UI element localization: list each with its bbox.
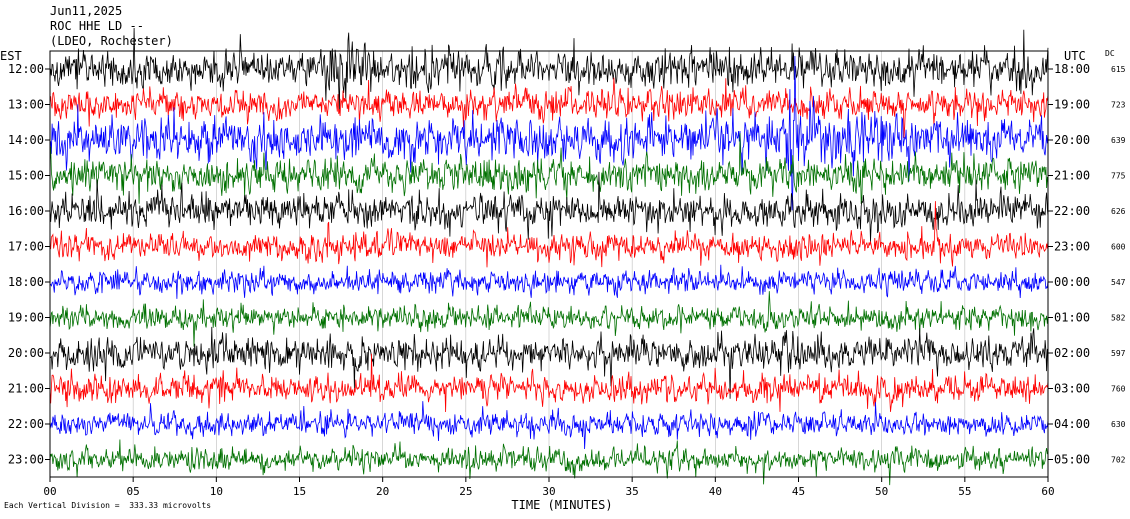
seismic-trace bbox=[49, 439, 1049, 486]
utc-hour-label: 05:00 bbox=[1054, 453, 1090, 467]
seismic-trace bbox=[49, 326, 1049, 399]
chart-date: Jun11,2025 bbox=[50, 4, 123, 18]
utc-hour-label: 18:00 bbox=[1054, 62, 1090, 76]
x-tick-label: 30 bbox=[542, 485, 555, 498]
est-hour-label: 13:00 bbox=[8, 98, 44, 112]
grid-lines bbox=[49, 51, 1049, 477]
dc-offset-value: 639 bbox=[1111, 136, 1126, 145]
est-hour-label: 18:00 bbox=[8, 275, 44, 289]
seismic-trace bbox=[49, 55, 1049, 211]
x-axis-ticks: 00 05 10 15 20 25 30 35 40 45 50 55 60 bbox=[43, 477, 1055, 498]
seismic-trace bbox=[49, 353, 1049, 413]
dc-offset-value: 597 bbox=[1111, 349, 1126, 358]
seismic-trace bbox=[49, 201, 1049, 268]
x-tick-label: 10 bbox=[210, 485, 223, 498]
est-hour-label: 15:00 bbox=[8, 169, 44, 183]
station-code: ROC HHE LD -- bbox=[50, 19, 144, 33]
est-hour-label: 16:00 bbox=[8, 204, 44, 218]
utc-hour-label: 19:00 bbox=[1054, 98, 1090, 112]
est-hour-label: 14:00 bbox=[8, 133, 44, 147]
vertical-scale-footnote: Each Vertical Division = 333.33 microvol… bbox=[4, 501, 212, 510]
x-tick-label: 00 bbox=[43, 485, 56, 498]
dc-offset-value: 760 bbox=[1111, 385, 1126, 394]
utc-hour-label: 00:00 bbox=[1054, 275, 1090, 289]
seismic-trace bbox=[49, 27, 1049, 111]
x-tick-label: 45 bbox=[792, 485, 805, 498]
dc-offset-value: 702 bbox=[1111, 456, 1126, 465]
dc-offset-value: 582 bbox=[1111, 314, 1126, 323]
dc-header-label: DC bbox=[1105, 49, 1115, 58]
seismic-trace bbox=[49, 77, 1049, 139]
dc-offset-value: 547 bbox=[1111, 278, 1126, 287]
dc-offset-value: 615 bbox=[1111, 65, 1126, 74]
dc-offset-value: 600 bbox=[1111, 243, 1126, 252]
x-axis-label: TIME (MINUTES) bbox=[511, 498, 612, 512]
seismic-trace bbox=[49, 171, 1049, 242]
dc-offset-value: 630 bbox=[1111, 420, 1126, 429]
left-timezone-label: EST bbox=[0, 49, 22, 63]
x-tick-label: 05 bbox=[127, 485, 140, 498]
est-hour-label: 17:00 bbox=[8, 240, 44, 254]
x-tick-label: 55 bbox=[958, 485, 971, 498]
x-tick-label: 50 bbox=[875, 485, 888, 498]
utc-hour-label: 20:00 bbox=[1054, 133, 1090, 147]
utc-hour-label: 01:00 bbox=[1054, 311, 1090, 325]
row-labels: 12:00 18:00 615 13:00 19:00 723 14:00 20:00 639 1… bbox=[8, 62, 1126, 467]
x-tick-label: 35 bbox=[626, 485, 639, 498]
est-hour-label: 21:00 bbox=[8, 382, 44, 396]
x-tick-label: 40 bbox=[709, 485, 722, 498]
x-tick-label: 15 bbox=[293, 485, 306, 498]
utc-hour-label: 21:00 bbox=[1054, 169, 1090, 183]
est-hour-label: 20:00 bbox=[8, 346, 44, 360]
dc-offset-value: 626 bbox=[1111, 207, 1126, 216]
right-timezone-label: UTC bbox=[1064, 49, 1086, 63]
est-hour-label: 19:00 bbox=[8, 311, 44, 325]
seismic-trace bbox=[49, 264, 1049, 299]
utc-hour-label: 23:00 bbox=[1054, 240, 1090, 254]
network-name: (LDEO, Rochester) bbox=[50, 34, 173, 48]
utc-hour-label: 22:00 bbox=[1054, 204, 1090, 218]
trace-group bbox=[49, 27, 1049, 486]
seismic-trace bbox=[49, 291, 1049, 347]
seismic-trace bbox=[49, 133, 1049, 204]
dc-offset-value: 723 bbox=[1111, 101, 1126, 110]
x-tick-label: 60 bbox=[1041, 485, 1054, 498]
utc-hour-label: 03:00 bbox=[1054, 382, 1090, 396]
utc-hour-label: 02:00 bbox=[1054, 346, 1090, 360]
est-hour-label: 23:00 bbox=[8, 453, 44, 467]
est-hour-label: 22:00 bbox=[8, 417, 44, 431]
seismic-trace bbox=[49, 401, 1049, 450]
dc-offset-value: 775 bbox=[1111, 172, 1126, 181]
utc-hour-label: 04:00 bbox=[1054, 417, 1090, 431]
x-tick-label: 20 bbox=[376, 485, 389, 498]
x-tick-label: 25 bbox=[459, 485, 472, 498]
est-hour-label: 12:00 bbox=[8, 62, 44, 76]
